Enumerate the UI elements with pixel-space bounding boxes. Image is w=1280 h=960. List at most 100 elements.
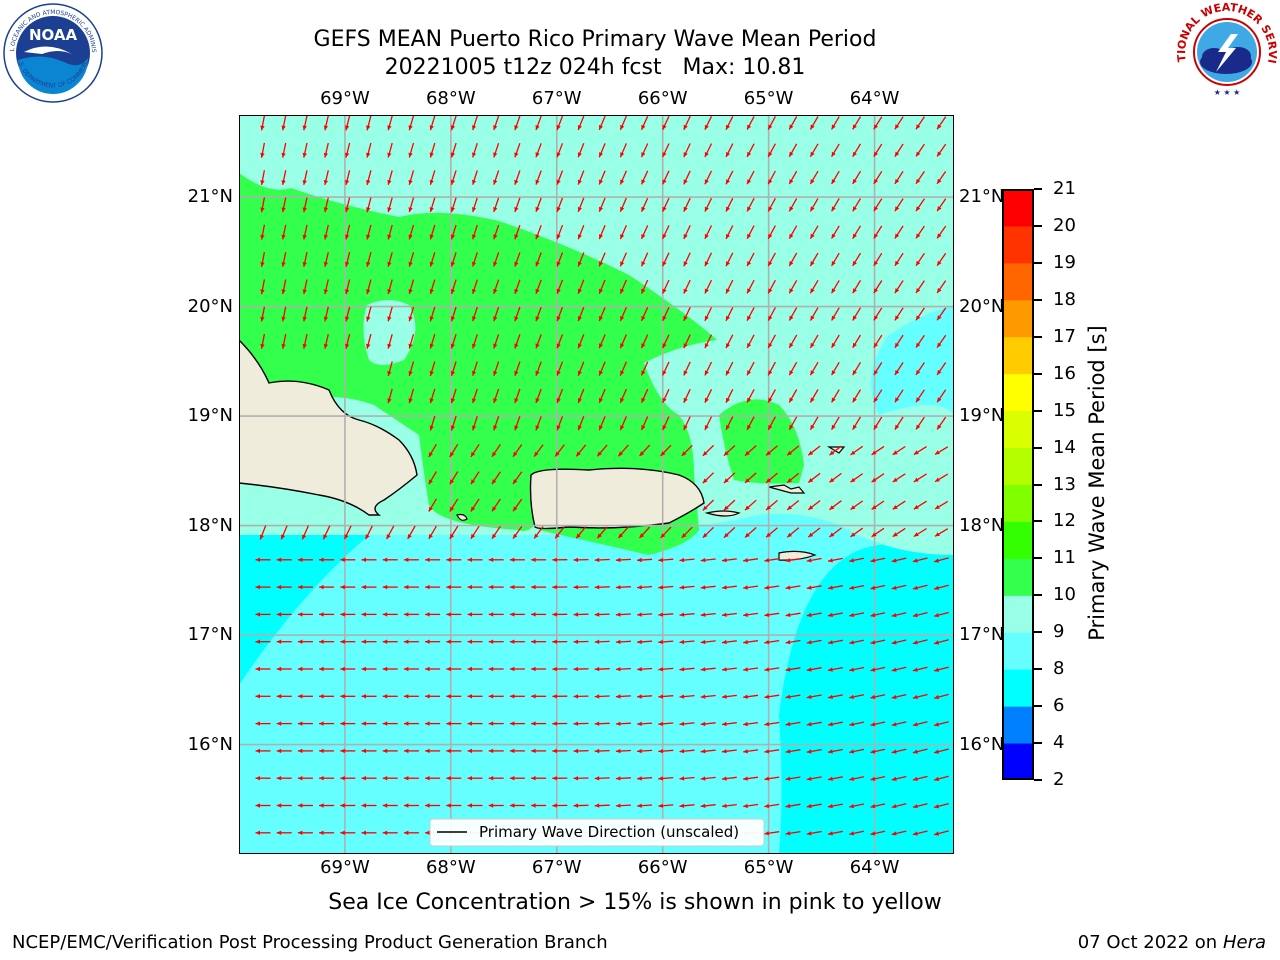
wave-arrow-head (785, 640, 791, 645)
colorbar-tick-label: 2 (1053, 769, 1065, 790)
wave-arrow-head (573, 748, 579, 754)
wave-arrow-head (704, 343, 709, 349)
colorbar-tick-label: 4 (1053, 732, 1065, 754)
wave-arrow-head (428, 452, 433, 457)
wave-arrow-head (785, 694, 791, 699)
wave-arrow-head (828, 558, 833, 563)
wave-arrow-head (615, 721, 621, 726)
wave-arrow-head (641, 124, 646, 130)
wave-arrow-head (662, 315, 667, 321)
wave-arrow-head (704, 425, 709, 430)
wave-arrow-head (556, 206, 561, 212)
wave-arrow-head (894, 124, 900, 130)
wave-arrow-head (702, 451, 708, 456)
colorbar-tick-mark (1034, 446, 1042, 449)
wave-arrow-head (679, 667, 685, 672)
wave-arrow-head (403, 584, 409, 590)
wave-arrow-head (658, 721, 663, 726)
wave-arrow-head (620, 234, 625, 240)
wave-arrow-head (873, 151, 878, 157)
lon-label-bottom: 67°W (531, 857, 582, 878)
wave-arrow-head (764, 803, 770, 809)
wave-arrow-head (556, 316, 561, 322)
wave-arrow-head (641, 397, 646, 403)
wave-arrow-head (852, 124, 857, 130)
wave-arrow-head (662, 152, 667, 158)
wave-arrow-head (446, 721, 451, 726)
wave-arrow-head (662, 370, 667, 376)
wave-arrow-head (297, 694, 303, 699)
wave-arrow-head (620, 397, 625, 403)
wave-arrow-head (747, 179, 752, 185)
wave-arrow-head (594, 612, 600, 617)
wave-arrow-head (679, 585, 685, 590)
wave-arrow-head (894, 151, 900, 157)
wave-arrow-head (852, 315, 857, 321)
lat-label-left: 16°N (187, 733, 233, 755)
wave-arrow-head (871, 450, 877, 455)
wave-arrow-head (850, 532, 856, 537)
wave-arrow-head (873, 233, 878, 239)
wave-arrow-head (514, 179, 519, 185)
wave-arrow-head (615, 639, 621, 644)
wave-arrow-head (493, 370, 498, 376)
wave-arrow-head (722, 612, 727, 617)
wave-arrow-head (366, 180, 371, 185)
wave-arrow-head (535, 288, 540, 294)
wave-arrow-head (552, 694, 557, 699)
wave-arrow-head (365, 534, 370, 540)
wave-arrow-head (916, 178, 921, 184)
wave-arrow-head (849, 804, 855, 809)
wave-arrow-head (785, 558, 791, 563)
wave-arrow-head (493, 207, 498, 212)
wave-arrow-head (599, 316, 603, 321)
wave-arrow-head (429, 289, 434, 294)
wave-arrow-head (319, 776, 324, 781)
wave-arrow-head (340, 666, 345, 672)
wave-arrow-head (428, 534, 433, 539)
wave-arrow-head (599, 124, 603, 130)
wave-arrow-head (747, 233, 752, 239)
wave-arrow-head (323, 534, 328, 540)
wave-arrow-head (766, 532, 771, 538)
colorbar-tick-mark (1034, 742, 1042, 745)
wave-arrow-head (615, 694, 621, 699)
wave-arrow-head (679, 557, 685, 563)
wave-arrow-head (531, 557, 536, 562)
wave-arrow-head (599, 288, 603, 294)
wave-arrow-head (912, 722, 918, 727)
colorbar-segment (1002, 484, 1034, 522)
wave-arrow-head (700, 667, 706, 672)
wave-arrow-head (726, 206, 730, 212)
wave-arrow-head (366, 316, 371, 322)
wave-arrow-head (894, 260, 900, 266)
wave-arrow-head (852, 233, 857, 239)
wave-arrow-head (366, 343, 371, 349)
wave-arrow-head (894, 397, 900, 403)
wave-arrow-head (641, 370, 646, 376)
colorbar-segment (1002, 521, 1034, 559)
wave-arrow-head (722, 558, 727, 563)
colorbar-segment (1002, 373, 1034, 412)
wave-arrow-head (831, 370, 836, 376)
wave-arrow-head (828, 694, 833, 699)
wave-arrow-head (852, 206, 857, 212)
wave-arrow-head (319, 721, 324, 726)
lon-label-bottom: 68°W (425, 857, 476, 878)
wave-arrow-head (429, 179, 434, 185)
wave-arrow-head (577, 206, 582, 212)
wave-arrow-head (429, 125, 434, 131)
wave-arrow-head (281, 316, 286, 322)
wave-arrow-head (449, 506, 455, 512)
wave-arrow-head (340, 584, 345, 590)
wave-arrow-head (577, 398, 582, 403)
wave-arrow-head (472, 370, 477, 376)
wave-arrow-head (620, 261, 625, 267)
wave-arrow-head (535, 179, 540, 185)
wave-arrow-head (255, 694, 260, 699)
wave-arrow-head (764, 721, 770, 727)
wave-arrow-head (573, 639, 579, 644)
wave-arrow-head (722, 694, 727, 699)
lon-label-bottom: 65°W (743, 857, 794, 878)
wave-arrow-head (620, 370, 625, 376)
